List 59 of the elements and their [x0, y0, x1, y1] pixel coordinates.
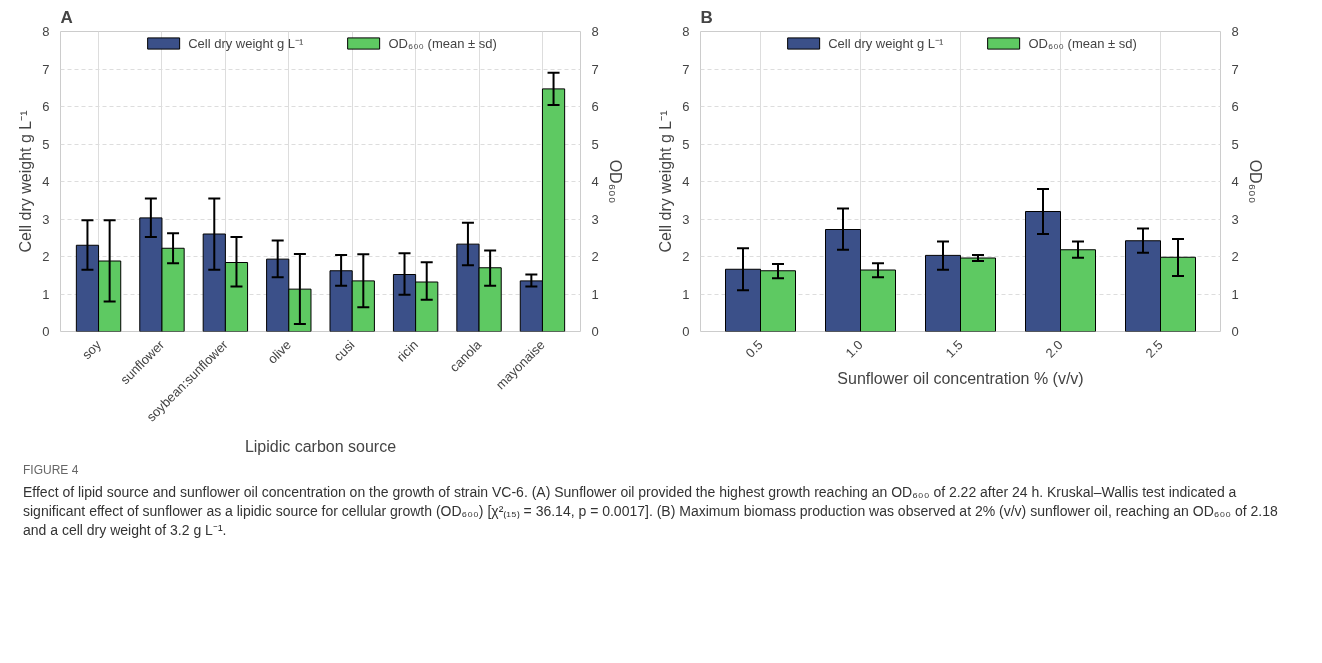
y2-tick-label: 2 [591, 249, 599, 264]
y2-tick-label: 1 [1231, 286, 1239, 302]
y2-axis-title: OD₆₀₀ [606, 159, 624, 204]
chart-title: A [60, 7, 73, 27]
y-tick-label: 6 [42, 99, 50, 114]
legend-label: Cell dry weight g L⁻¹ [828, 35, 944, 52]
y-tick-label: 3 [42, 211, 50, 227]
legend-label: OD₆₀₀ (mean ± sd) [1028, 35, 1137, 51]
y-tick-label: 1 [682, 286, 690, 302]
legend-label: OD₆₀₀ (mean ± sd) [388, 35, 497, 51]
y-tick-label: 5 [42, 136, 50, 152]
x-tick-label: 0.5 [742, 337, 766, 361]
y2-tick-label: 5 [1231, 136, 1239, 152]
y-tick-label: 6 [682, 99, 690, 114]
y2-tick-label: 0 [1231, 324, 1239, 339]
x-tick-label: cusi [330, 337, 358, 365]
x-tick-label: soy [78, 336, 105, 363]
x-tick-label: ricin [393, 337, 421, 365]
y2-axis-title: OD₆₀₀ [1246, 159, 1264, 204]
x-axis-title: Lipidic carbon source [244, 437, 397, 455]
y2-tick-label: 7 [591, 61, 599, 77]
y2-tick-label: 2 [1231, 249, 1239, 264]
y2-tick-label: 5 [591, 136, 599, 152]
y-tick-label: 1 [42, 286, 50, 302]
y-axis-title: Cell dry weight g L⁻¹ [17, 110, 35, 253]
y2-tick-label: 4 [591, 174, 599, 189]
y2-tick-label: 0 [591, 324, 599, 339]
y2-tick-label: 1 [591, 286, 599, 302]
y-tick-label: 5 [682, 136, 690, 152]
y2-tick-label: 8 [1231, 24, 1239, 39]
y-tick-label: 0 [682, 324, 690, 339]
y-tick-label: 0 [42, 324, 50, 339]
y2-tick-label: 7 [1231, 61, 1239, 77]
x-axis-title: Sunflower oil concentration % (v/v) [837, 369, 1084, 387]
x-tick-label: 1.5 [942, 337, 966, 361]
y-tick-label: 8 [42, 24, 50, 39]
y-tick-label: 4 [682, 174, 690, 189]
y2-tick-label: 6 [591, 99, 599, 114]
y2-tick-label: 4 [1231, 174, 1239, 189]
chart-title: B [700, 7, 713, 27]
caption: FIGURE 4 [23, 462, 80, 479]
y-tick-label: 4 [42, 174, 50, 189]
y2-tick-label: 3 [1231, 211, 1239, 227]
y-tick-label: 7 [42, 61, 50, 77]
y-tick-label: 7 [682, 61, 690, 77]
y-tick-label: 3 [682, 211, 690, 227]
x-tick-label: olive [264, 337, 295, 367]
y-axis-title: Cell dry weight g L⁻¹ [657, 110, 675, 253]
text: Effect of lipid source and sunflower oil concentration on the growth of strain VC-6. (A) Sunflower oil provided the highest growth reaching an OD₆₀₀ of 2.22 after 24 h. Kruskal–Wallis test indicated a significant effect of sunflower as a lipidic source for cellular growth (OD₆₀₀) [χ²₍₁₅₎ = 36.14, p = 0.0017]. (B) Maximum biomass production was observed at 2% (v/v) sunflower oil, reaching an OD₆₀₀ of 2.18 and a cell dry weight of 3.2 g L⁻¹. [23, 483, 1279, 540]
y2-tick-label: 6 [1231, 99, 1239, 114]
y-tick-label: 2 [42, 249, 50, 264]
y-tick-label: 8 [682, 24, 690, 39]
y2-tick-label: 3 [591, 211, 599, 227]
x-tick-label: 2.0 [1042, 337, 1066, 361]
y-tick-label: 2 [682, 249, 690, 264]
x-tick-label: 2.5 [1142, 337, 1166, 361]
legend-label: Cell dry weight g L⁻¹ [188, 35, 304, 52]
x-tick-label: 1.0 [842, 337, 866, 361]
y2-tick-label: 8 [591, 24, 599, 39]
